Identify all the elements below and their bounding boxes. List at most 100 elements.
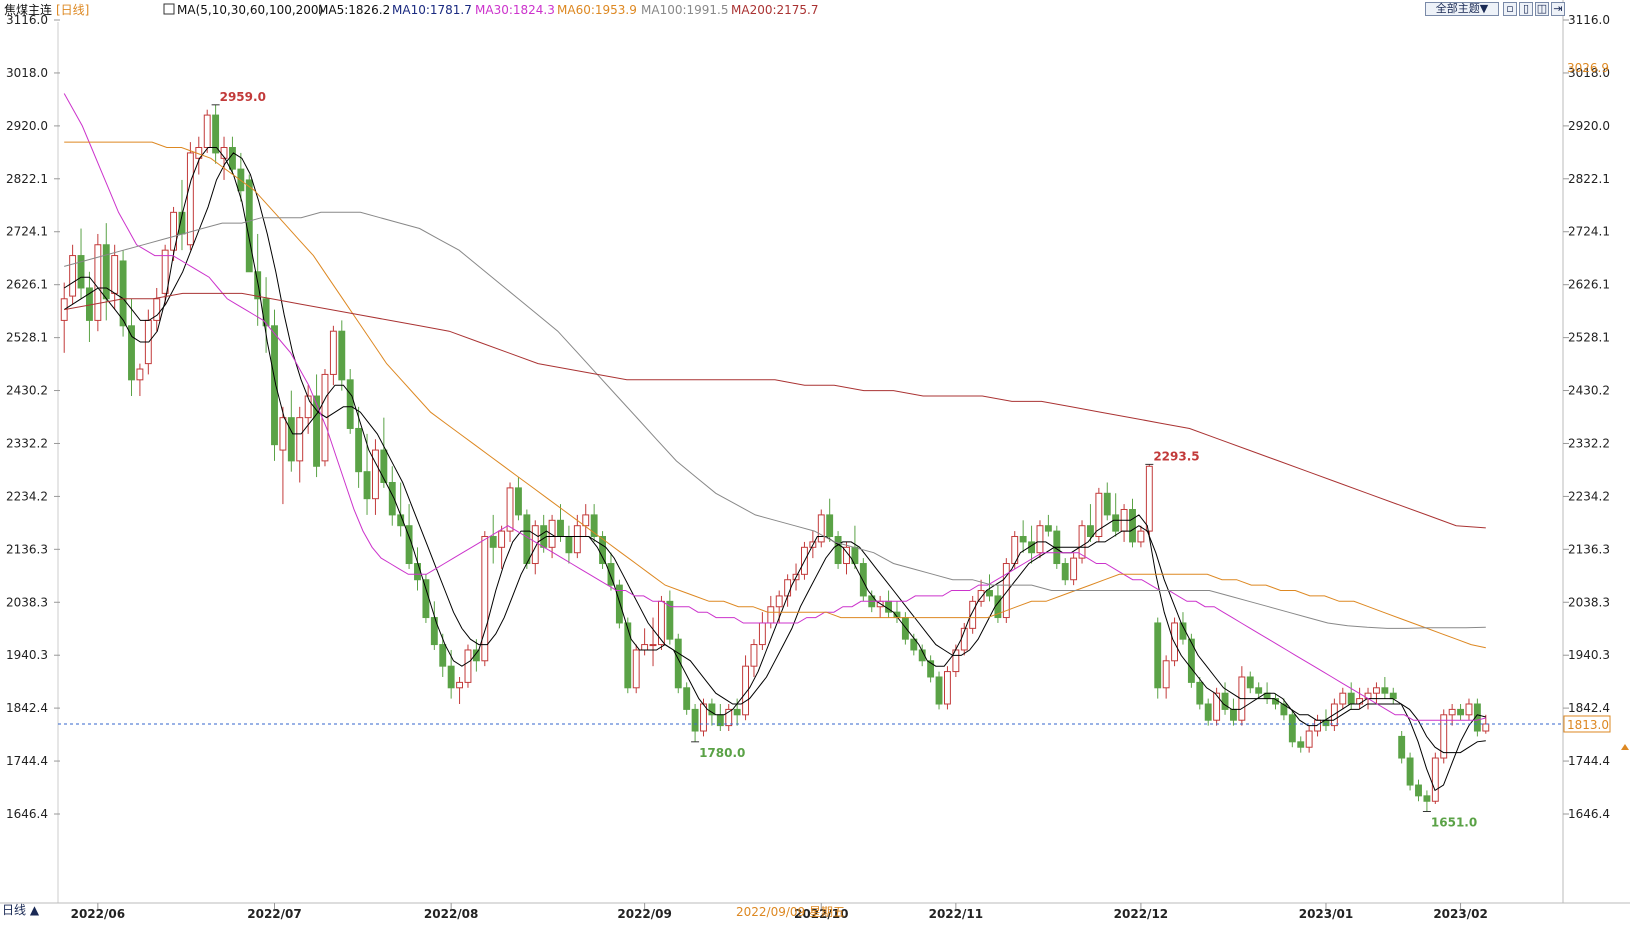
candle-body [901,617,909,640]
candle-body [329,330,337,375]
candle-body [767,606,775,624]
period-label: [日线] [56,3,89,17]
candle-body [1044,525,1052,532]
theme-dropdown[interactable]: 全部主题▼ [1425,2,1499,16]
candle-body [1431,757,1439,802]
candle-body [1288,714,1296,743]
y-tick-label: 2626.1 [6,278,48,292]
y-tick-label: 1842.4 [1568,701,1610,715]
current-price-label: 1813.0 [1567,718,1609,732]
candle-body [1154,622,1162,689]
candle-body [1473,703,1481,732]
ma-params-label: MA(5,10,30,60,100,200) [177,3,323,17]
ma-line-ma5 [63,147,1486,792]
candle-body [977,590,985,602]
x-tick-label: 2022/10 [794,907,848,921]
hover-date-label: 2022/09/09 星期五 [736,905,845,919]
ma60-value: MA60:1953.9 [557,3,637,17]
candle-body [826,514,834,538]
x-tick-label: 2023/02 [1433,907,1487,921]
arrow-up-icon [1621,744,1629,750]
y-tick-label: 3018.0 [1568,66,1610,80]
period-toggle-button[interactable]: 日线 ▲ [2,903,40,917]
candle-body [262,298,270,327]
x-axis: 2022/06 2022/07 2022/08 2022/09 2022/10 2022/… [71,903,1488,921]
candle-body [1398,735,1406,759]
y-tick-label: 3116.0 [6,13,48,27]
candle-body [1457,708,1465,716]
candle-body [498,530,506,548]
expand-icon[interactable]: ▫ [1503,2,1517,16]
candle-body [304,395,312,419]
x-tick-label: 2022/12 [1114,907,1168,921]
low-label: 1780.0 [699,746,745,760]
candle-body [615,584,623,624]
candle-body [296,417,304,462]
candle-body [203,114,211,149]
candle-body [271,325,278,446]
y-tick-label: 3018.0 [6,66,48,80]
candle-body [161,249,169,294]
candle-body [632,649,640,689]
candle-body [119,260,127,327]
candle-body [254,271,262,300]
candle-body [102,244,110,300]
candle-body [817,514,825,543]
candle-body [1221,692,1229,710]
y-tick-label: 1842.4 [6,701,48,715]
candle-body [1280,703,1288,716]
y-tick-label: 2724.1 [1568,225,1610,239]
layout-split-icon[interactable]: ◫ [1535,2,1549,16]
right-marker-label: 3026.9 [1567,61,1609,75]
current-price-box [1563,715,1611,733]
ma-toggle-icon[interactable] [163,3,175,15]
high-label: 2959.0 [220,90,266,104]
last-page-icon[interactable]: ⇥ [1551,2,1565,16]
y-tick-label: 2136.3 [1568,542,1610,556]
candle-body [1061,563,1069,581]
candle-body [422,579,430,619]
high-label: 2293.5 [1153,449,1199,463]
x-tick-label: 2023/01 [1299,907,1353,921]
candle-body [128,325,135,381]
ma5-value: MA5:1826.2 [318,3,390,17]
candle-body [1036,525,1044,554]
candle-body [447,665,455,689]
candle-body [111,255,119,294]
header-legend: 焦煤主连 [日线] MA(5,10,30,60,100,200) MA5:182… [4,2,819,17]
candle-body [414,563,421,581]
ma30-value: MA30:1824.3 [475,3,555,17]
ma-line-ma30 [63,93,1486,721]
candle-body [456,681,464,689]
layout-single-icon[interactable]: ▯ [1519,2,1533,16]
candle-body [641,644,649,651]
candle-body [439,644,447,667]
candle-body [531,525,539,565]
candle-body [1213,692,1221,721]
symbol-label: 焦煤主连 [4,2,52,17]
candle-body [683,687,691,710]
candles [60,104,1490,812]
candle-body [1406,757,1414,786]
candle-body [1246,676,1254,689]
candle-body [1137,530,1145,543]
y-axis-right: 3116.0 3018.0 2920.0 2822.1 2724.1 2626.1 2528… [1563,13,1610,821]
y-tick-label: 2626.1 [1568,278,1610,292]
low-label: 1651.0 [1431,816,1477,830]
candle-body [943,671,951,705]
y-tick-label: 1940.3 [1568,648,1610,662]
candle-body [969,600,977,629]
candle-body [1381,687,1389,694]
candle-body [565,536,573,554]
candle-body [859,563,867,597]
candle-body [245,179,253,273]
candle-body [691,708,699,732]
candle-body [1019,536,1027,543]
candle-body [1196,681,1204,705]
candle-body [624,622,632,689]
candle-body [700,703,707,732]
candle-body [212,114,220,154]
candle-body [1339,692,1347,705]
candle-body [750,644,758,667]
